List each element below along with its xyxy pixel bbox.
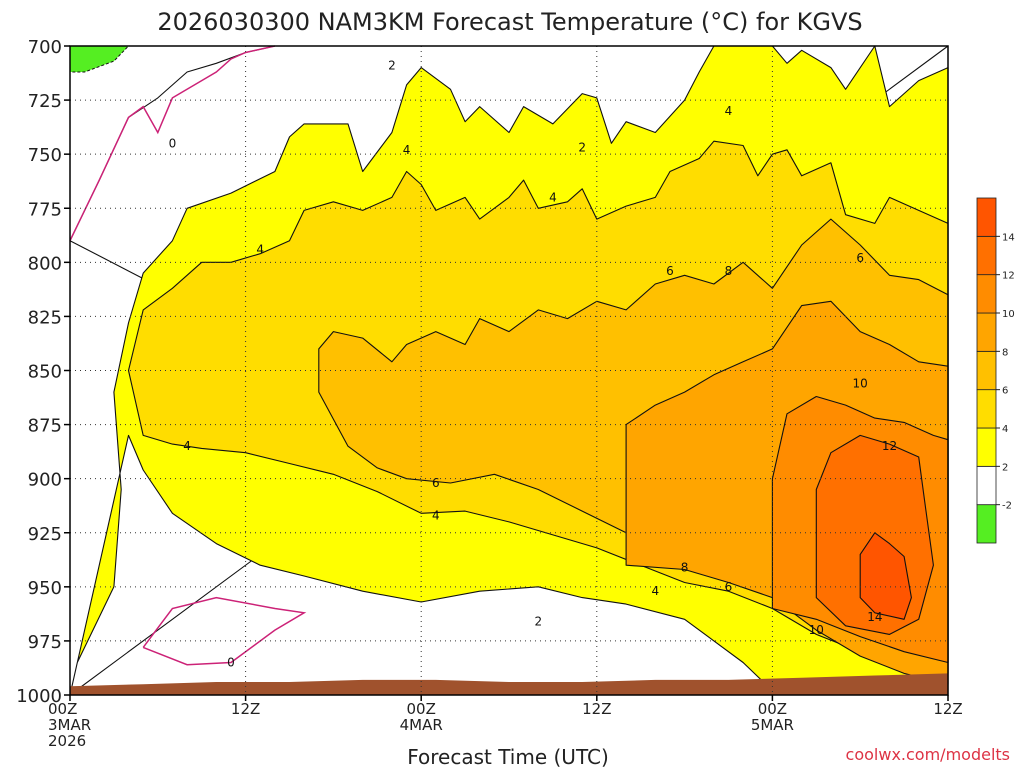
band-red2 (859, 532, 912, 620)
contour-label: 8 (725, 264, 733, 278)
contour-label: 12 (882, 439, 897, 453)
y-tick-label: 725 (28, 91, 62, 112)
colorbar-swatch (976, 504, 997, 544)
chart-title: 2026030300 NAM3KM Forecast Temperature (… (157, 8, 862, 36)
y-tick-label: 800 (28, 253, 62, 274)
x-tick-label: 12Z (582, 700, 611, 718)
y-tick-label: 850 (28, 362, 62, 383)
colorbar-label: 10 (1002, 309, 1015, 320)
temperature-bands (69, 45, 949, 696)
contour-label: 10 (809, 623, 824, 637)
y-tick-label: 950 (28, 578, 62, 599)
colorbar-swatch (976, 350, 997, 391)
ground-fill (70, 673, 948, 695)
colorbar-swatch (976, 312, 997, 352)
colorbar-swatch (976, 465, 997, 506)
x-tick-label: 00Z (407, 700, 436, 718)
contour-labels: 0 2 4 2 4 4 4 6 8 6 10 12 4 6 4 8 6 4 2 0 10 14 (169, 58, 897, 669)
watermark: coolwx.com/modelts (846, 745, 1010, 764)
colorbar-label: 6 (1002, 386, 1008, 397)
contour-label: 4 (403, 143, 411, 157)
colorbar-swatch (976, 274, 997, 314)
contour-label: 6 (666, 264, 674, 278)
contour-label: 4 (183, 439, 191, 453)
contour-label: 14 (867, 610, 882, 624)
colorbar-swatch (976, 427, 997, 467)
colorbar-swatch (976, 235, 997, 276)
colorbar-label: 14 (1002, 232, 1015, 243)
x-tick-label: 5MAR (751, 716, 794, 734)
contour-label: 4 (652, 584, 660, 598)
zero-contour-low (142, 596, 307, 666)
y-tick-label: 975 (28, 632, 62, 653)
x-tick-label: 12Z (231, 700, 260, 718)
band-green (69, 45, 130, 73)
contour-label: 2 (578, 141, 586, 155)
colorbar-label: 8 (1002, 347, 1008, 358)
y-tick-label: 750 (28, 145, 62, 166)
x-tick-label: 4MAR (400, 716, 443, 734)
x-tick-label: 12Z (933, 700, 962, 718)
y-tick-label: 775 (28, 199, 62, 220)
x-axis-label: Forecast Time (UTC) (407, 745, 609, 768)
ground-surface (70, 673, 948, 695)
contour-label: 4 (256, 242, 264, 256)
colorbar-legend: -2 2 4 6 8 10 12 14 (976, 197, 1015, 544)
contour-label: 8 (681, 560, 689, 574)
y-tick-label: 1000 (16, 686, 62, 707)
contour-label: 6 (432, 476, 440, 490)
colorbar-label: -2 (1002, 501, 1012, 512)
x-tick-label: 00Z (758, 700, 787, 718)
contour-label: 10 (853, 376, 868, 390)
contour-label: 2 (534, 614, 542, 628)
contour-label: 4 (549, 190, 557, 204)
y-tick-label: 825 (28, 307, 62, 328)
contour-label: 0 (169, 136, 177, 150)
x-tick-label: 00Z (48, 700, 77, 718)
x-tick-label: 2026 (48, 732, 86, 750)
y-tick-label: 700 (28, 37, 62, 58)
contour-label: 2 (388, 58, 396, 72)
colorbar-label: 2 (1002, 462, 1008, 473)
y-tick-label: 875 (28, 416, 62, 437)
colorbar-swatch (976, 389, 997, 429)
contour-label: 4 (725, 104, 733, 118)
x-tick-label: 3MAR (48, 716, 91, 734)
contour-label: 6 (725, 580, 733, 594)
contour-label: 6 (856, 251, 864, 265)
colorbar-label: 12 (1002, 271, 1015, 282)
y-tick-label: 900 (28, 470, 62, 491)
contour-label: 0 (227, 656, 235, 670)
colorbar-swatch (976, 197, 997, 237)
y-axis: 700 725 750 775 800 825 850 875 900 925 950 975 1000 (16, 37, 70, 707)
contour-label: 4 (432, 508, 440, 522)
y-tick-label: 925 (28, 524, 62, 545)
colorbar-label: 4 (1002, 424, 1008, 435)
zero-contour (69, 45, 276, 242)
